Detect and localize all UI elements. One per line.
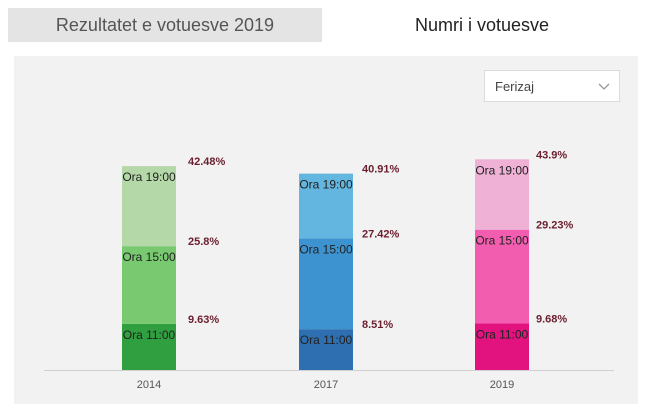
segment-label-2019-0: Ora 11:00 bbox=[476, 328, 529, 342]
data-label-2017-2: 40.91% bbox=[362, 164, 400, 176]
tab-election-results[interactable]: Rezultatet e votuesve 2019 bbox=[8, 8, 322, 42]
x-tick-label-2017: 2017 bbox=[314, 379, 338, 391]
segment-label-2019-1: Ora 15:00 bbox=[475, 234, 529, 248]
tab-voter-turnout[interactable]: Numri i votuesve bbox=[322, 8, 642, 42]
segment-label-2014-0: Ora 11:00 bbox=[123, 328, 176, 342]
data-label-2014-0: 9.63% bbox=[188, 314, 219, 326]
bar-2017-1900 bbox=[299, 173, 353, 239]
data-label-2017-0: 8.51% bbox=[362, 319, 393, 331]
municipality-select[interactable]: Ferizaj bbox=[484, 70, 620, 102]
municipality-select-value: Ferizaj bbox=[495, 79, 535, 94]
segment-label-2014-1: Ora 15:00 bbox=[122, 250, 176, 264]
turnout-chart: Ora 11:00 9.63% Ora 15:00 25.8% Ora 19:00 42.… bbox=[44, 149, 614, 391]
data-label-2019-1: 29.23% bbox=[536, 220, 574, 232]
data-label-2014-1: 25.8% bbox=[188, 236, 219, 248]
segment-label-2017-0: Ora 11:00 bbox=[300, 333, 353, 347]
segment-label-2017-2: Ora 19:00 bbox=[299, 178, 353, 192]
bar-2019-1500 bbox=[475, 229, 529, 324]
segment-label-2017-1: Ora 15:00 bbox=[299, 242, 353, 256]
tab-bar: Rezultatet e votuesve 2019 Numri i votue… bbox=[8, 8, 642, 42]
bar-2014-1500 bbox=[122, 246, 176, 324]
chevron-down-icon bbox=[597, 79, 611, 93]
x-tick-label-2019: 2019 bbox=[490, 379, 514, 391]
bar-2014-1100 bbox=[122, 323, 176, 370]
data-label-2017-1: 27.42% bbox=[362, 228, 400, 240]
bar-2017-1500 bbox=[299, 238, 353, 330]
data-label-2014-2: 42.48% bbox=[188, 156, 226, 168]
bar-2017-1100 bbox=[299, 329, 353, 370]
chart-panel: Ferizaj Ora 11:00 9.63% Ora 15:00 25.8% Ora … bbox=[14, 56, 638, 404]
segment-label-2019-2: Ora 19:00 bbox=[475, 163, 529, 177]
data-label-2019-0: 9.68% bbox=[536, 314, 567, 326]
x-tick-label-2014: 2014 bbox=[137, 379, 161, 391]
data-label-2019-2: 43.9% bbox=[536, 149, 567, 161]
bar-2019-1100 bbox=[475, 323, 529, 370]
bar-2014-1900 bbox=[122, 166, 176, 247]
segment-label-2014-2: Ora 19:00 bbox=[122, 170, 176, 184]
bar-2019-1900 bbox=[475, 159, 529, 230]
